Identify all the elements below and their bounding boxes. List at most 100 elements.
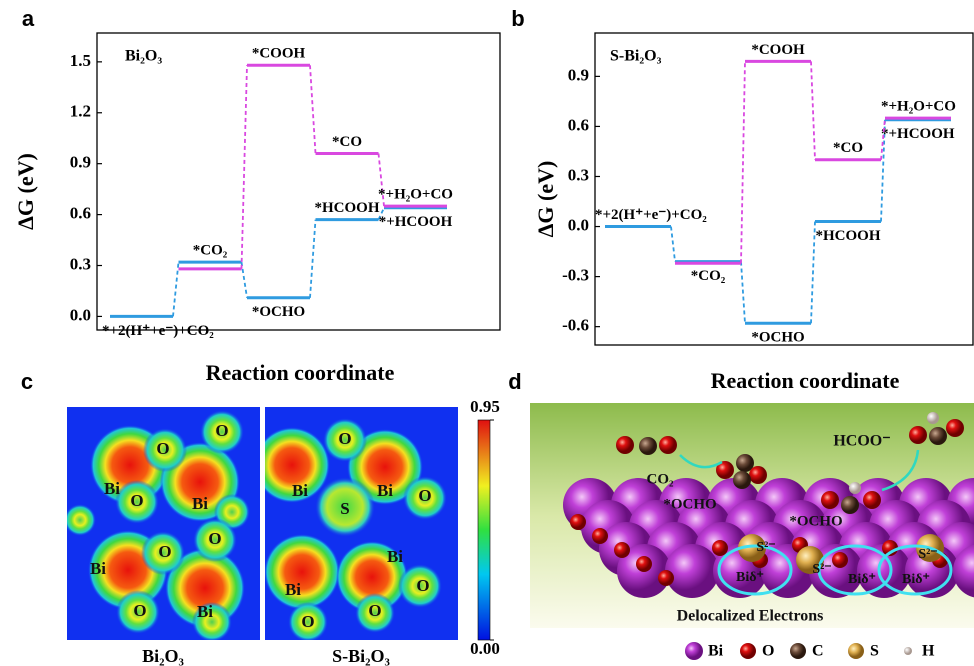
atom-label: Bi [377,481,393,500]
schematic-label: HCOO⁻ [833,433,890,450]
atom-label: Bi [292,481,308,500]
legend-swatch [848,643,864,659]
plot-frame [595,33,973,345]
molecule-atom [733,471,751,489]
colorbar [478,420,490,640]
schematic-label: S²⁻ [918,547,937,562]
atom-label: Bi [192,494,208,513]
atom-label: O [208,529,221,548]
schematic-label: *OCHO [663,496,716,512]
level-label: *+HCOOH [881,126,955,142]
y-tick-label: 0.0 [568,215,589,234]
level-label: *OCHO [751,330,804,346]
x-axis-label: Reaction coordinate [206,360,395,385]
bi-atom [665,544,719,598]
y-tick-label: -0.3 [562,265,589,284]
legend-swatch [904,647,912,655]
schematic-label: S²⁻ [812,562,831,577]
atom-label: O [158,542,171,561]
connector [811,222,815,324]
plot-frame [97,33,500,330]
elf-map [254,407,458,642]
x-axis-label: Reaction coordinate [711,368,900,393]
atom-label: Bi [285,580,301,599]
y-tick-label: 0.9 [568,65,589,84]
level-label: *+HCOOH [379,214,453,230]
legend-label: S [870,643,879,660]
connector [741,61,745,263]
level-label: *+2(H⁺+e⁻)+CO₂ [595,207,707,223]
map-caption: Bi₂O₃ [142,646,184,666]
connector [310,220,316,298]
schematic-label: S²⁻ [756,540,775,555]
legend-swatch [790,643,806,659]
atom-label: O [130,491,143,510]
molecule-atom [639,437,657,455]
molecule-atom [659,436,677,454]
connector [242,65,248,269]
o-atom [614,542,630,558]
connector [310,65,316,153]
level-label: *COOH [252,46,306,62]
elf-basin [64,504,96,536]
connector [671,227,675,262]
y-tick-label: 1.5 [70,51,91,70]
molecule-atom [909,426,927,444]
schematic-label: CO₂ [647,471,675,487]
panel-label: a [22,6,35,31]
y-tick-label: 1.2 [70,102,91,121]
panel-label: b [511,6,524,31]
y-tick-label: 0.9 [70,153,91,172]
y-tick-label: -0.6 [562,316,589,335]
colorbar-label: 0.00 [470,639,500,658]
molecule-atom [863,491,881,509]
atom-label: O [156,439,169,458]
level-label: *+H₂O+CO [881,99,956,115]
inset-label: S-Bi₂O₃ [610,48,662,65]
o-atom [832,552,848,568]
schematic-label: *OCHO [789,513,842,529]
molecule-atom [929,427,947,445]
molecule-atom [616,436,634,454]
panel-label: c [21,369,33,394]
y-tick-label: 0.0 [70,305,91,324]
connector [173,262,179,316]
level-label: *OCHO [252,304,305,320]
level-label: *CO [332,134,362,150]
molecule-atom [946,419,964,437]
atom-label: O [301,612,314,631]
schematic-label: Biδ⁺ [736,570,764,585]
molecule-atom [927,412,939,424]
colorbar-label: 0.95 [470,397,500,416]
o-atom [636,556,652,572]
atom-label: Bi [104,479,120,498]
level-label: *CO₂ [193,243,228,259]
atom-label: O [418,486,431,505]
molecule-atom [841,496,859,514]
atom-label: Bi [387,547,403,566]
y-tick-label: 0.3 [70,254,91,273]
o-atom [570,514,586,530]
atom-label: O [133,601,146,620]
level-label: *+H₂O+CO [378,187,453,203]
map-caption: S-Bi₂O₃ [332,646,390,666]
atom-label: O [338,429,351,448]
atom-label: O [416,576,429,595]
legend-label: H [922,643,935,660]
schematic-label: Delocalized Electrons [677,608,824,625]
connector [741,262,745,324]
panel-c: cOOBiOBiOOBiOBiBi₂O₃OBiBiOSBiOBiOOS-Bi₂O… [21,369,500,666]
legend-swatch [685,642,703,660]
schematic-label: Biδ⁺ [848,572,876,587]
atom-label: O [215,421,228,440]
legend-label: C [812,643,824,660]
level-label: *CO [833,140,863,156]
molecule-atom [821,491,839,509]
y-axis-label: ΔG (eV) [13,153,38,230]
level-label: *CO₂ [691,268,726,284]
level-label: *COOH [751,42,805,58]
level-label: *HCOOH [314,200,379,216]
legend-label: Bi [708,643,724,660]
y-axis-label: ΔG (eV) [533,161,558,238]
y-tick-label: 0.3 [568,165,589,184]
